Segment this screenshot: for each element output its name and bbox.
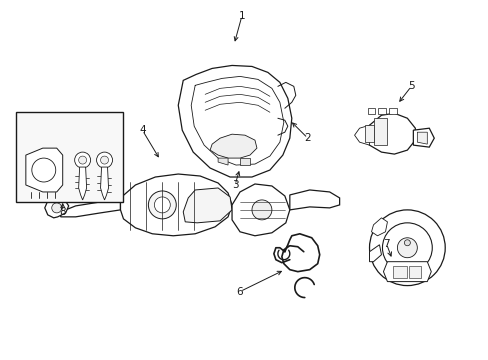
Polygon shape — [354, 125, 369, 145]
Text: 6: 6 — [236, 287, 243, 297]
Polygon shape — [79, 167, 86, 200]
Polygon shape — [45, 198, 68, 218]
Polygon shape — [178, 66, 291, 177]
Text: 7: 7 — [383, 239, 389, 249]
Circle shape — [32, 158, 56, 182]
Polygon shape — [367, 108, 375, 114]
Circle shape — [101, 156, 108, 164]
Text: 4: 4 — [139, 125, 145, 135]
Polygon shape — [393, 266, 407, 278]
Bar — [16, 112, 123, 202]
Polygon shape — [416, 132, 427, 144]
Text: 1: 1 — [238, 11, 245, 21]
Polygon shape — [369, 245, 381, 262]
Polygon shape — [218, 158, 227, 165]
Polygon shape — [101, 167, 108, 200]
Polygon shape — [120, 174, 232, 236]
Polygon shape — [26, 148, 62, 192]
Polygon shape — [289, 190, 339, 210]
Polygon shape — [240, 158, 249, 165]
Circle shape — [382, 223, 431, 273]
Polygon shape — [388, 108, 397, 114]
Circle shape — [75, 152, 90, 168]
Polygon shape — [183, 188, 232, 223]
Circle shape — [369, 210, 444, 285]
Text: 3: 3 — [231, 180, 238, 190]
Polygon shape — [378, 108, 386, 114]
Polygon shape — [383, 262, 430, 282]
Circle shape — [251, 200, 271, 220]
Circle shape — [52, 203, 61, 213]
Polygon shape — [374, 118, 386, 145]
Polygon shape — [61, 200, 120, 217]
Circle shape — [96, 152, 112, 168]
Circle shape — [397, 238, 416, 258]
Polygon shape — [364, 113, 414, 154]
Polygon shape — [232, 184, 289, 236]
Polygon shape — [371, 218, 386, 236]
Circle shape — [404, 240, 409, 246]
Text: 8: 8 — [59, 207, 66, 217]
Circle shape — [148, 191, 176, 219]
Circle shape — [79, 156, 86, 164]
Text: 2: 2 — [304, 133, 310, 143]
Polygon shape — [408, 266, 421, 278]
Polygon shape — [412, 128, 433, 147]
Polygon shape — [210, 134, 256, 158]
Text: 5: 5 — [407, 81, 414, 91]
Circle shape — [154, 197, 170, 213]
Polygon shape — [364, 125, 373, 142]
